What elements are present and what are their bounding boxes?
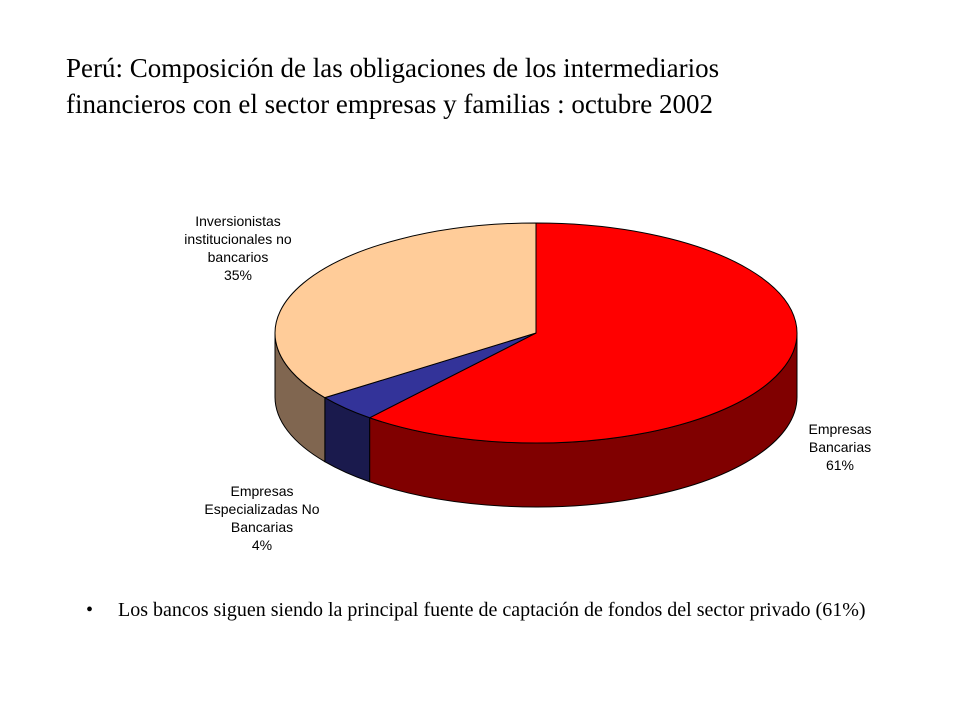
bullet-symbol: • — [86, 599, 94, 621]
chart-title-line-2: financieros con el sector empresas y fam… — [66, 89, 714, 119]
slice-label-inversionistas-line-3: bancarios — [207, 249, 269, 265]
slice-label-empresas-bancarias: Empresas Bancarias 61% — [780, 420, 900, 474]
slice-label-empresas-especializadas-line-4: 4% — [251, 537, 273, 553]
slice-label-empresas-especializadas-line-1: Empresas — [230, 483, 294, 499]
slice-label-inversionistas-line-4: 35% — [223, 267, 253, 283]
slice-label-empresas-especializadas-line-2: Especializadas No — [204, 501, 320, 517]
pie-slice-empresas-bancarias — [368, 222, 798, 444]
bullet-text: Los bancos siguen siendo la principal fu… — [118, 599, 866, 621]
slice-label-empresas-bancarias-line-3: 61% — [825, 457, 855, 473]
slice-label-inversionistas: Inversionistas institucionales no bancar… — [138, 212, 338, 284]
slice-label-inversionistas-line-1: Inversionistas — [195, 213, 281, 229]
slice-label-empresas-especializadas: Empresas Especializadas No Bancarias 4% — [172, 482, 352, 554]
slice-label-empresas-especializadas-line-3: Bancarias — [230, 519, 294, 535]
slice-label-inversionistas-line-2: institucionales no — [184, 231, 292, 247]
pie-slice-inversionistas — [274, 222, 537, 399]
slice-label-empresas-bancarias-line-1: Empresas — [808, 421, 872, 437]
chart-title-line-1: Perú: Composición de las obligaciones de… — [66, 53, 720, 83]
chart-title: Perú: Composición de las obligaciones de… — [66, 50, 926, 122]
slice-label-empresas-bancarias-line-2: Bancarias — [808, 439, 872, 455]
pie-top-faces — [274, 222, 798, 444]
pie-side-walls — [274, 332, 798, 508]
